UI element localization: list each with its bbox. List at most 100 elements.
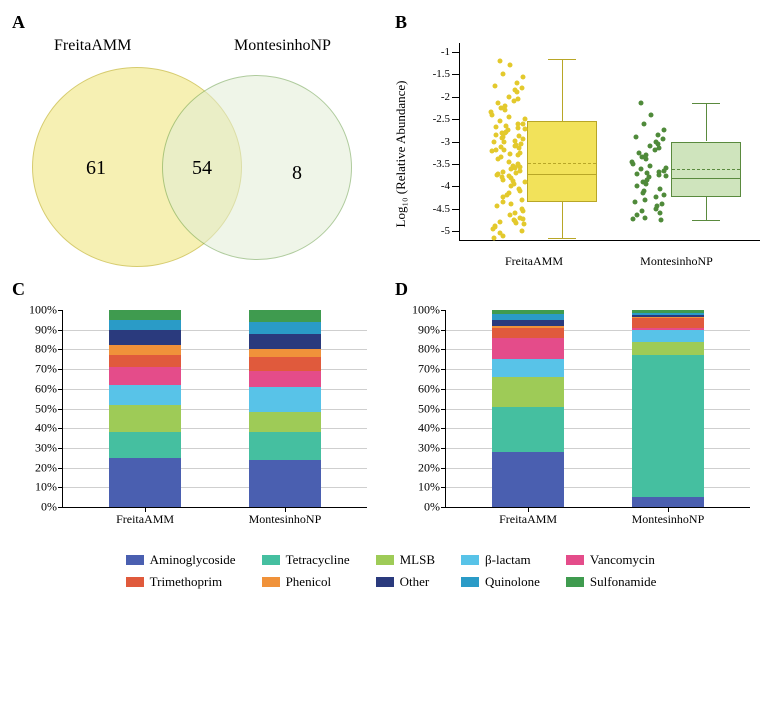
box-xlabel: FreitaAMM <box>505 254 563 269</box>
panel-label-c: C <box>12 279 387 300</box>
strip-dot <box>633 199 638 204</box>
strip-dot <box>501 139 506 144</box>
strip-dot <box>501 169 506 174</box>
bar-segment <box>492 407 564 452</box>
strip-dot <box>508 202 513 207</box>
strip-dot <box>630 161 635 166</box>
bar-segment <box>492 452 564 507</box>
stacked-bar <box>249 310 321 507</box>
bar-segment <box>632 342 704 356</box>
strip-dot <box>658 186 663 191</box>
bar-segment <box>249 349 321 357</box>
venn-right-only: 8 <box>292 162 302 185</box>
bar-segment <box>249 387 321 413</box>
panel-label-d: D <box>395 279 770 300</box>
strip-dot <box>642 215 647 220</box>
strip-dot <box>493 132 498 137</box>
bar-segment <box>632 330 704 342</box>
strip-dot <box>515 152 520 157</box>
strip-dot <box>519 85 524 90</box>
boxplot: Log₁₀ (Relative Abundance) -1-1.5-2-2.5-… <box>405 39 770 269</box>
bar-area-c: 0%10%20%30%40%50%60%70%80%90%100%FreitaA… <box>62 310 367 508</box>
panel-b: B Log₁₀ (Relative Abundance) -1-1.5-2-2.… <box>395 12 770 269</box>
bar-segment <box>109 405 181 433</box>
strip-dot <box>634 171 639 176</box>
strip-dot <box>514 220 519 225</box>
strip-dot <box>640 190 645 195</box>
ytick-label: -4.5 <box>433 203 460 215</box>
strip-dot <box>507 63 512 68</box>
bar-segment <box>492 359 564 377</box>
bar-segment <box>632 317 704 318</box>
bar-segment <box>249 371 321 387</box>
figure: A FreitaAMM MontesinhoNP 61 54 8 B Log₁₀… <box>12 12 770 590</box>
bar-segment <box>109 385 181 405</box>
strip-dot <box>521 121 526 126</box>
legend-swatch <box>461 555 479 565</box>
strip-dot <box>634 135 639 140</box>
strip-dot <box>507 213 512 218</box>
strip-dot <box>501 148 506 153</box>
legend-item: Vancomycin <box>566 552 656 568</box>
legend-item: Tetracycline <box>262 552 350 568</box>
strip-dot <box>640 208 645 213</box>
legend-label: Trimethoprim <box>150 574 222 590</box>
strip-dot <box>520 208 525 213</box>
legend-item: Aminoglycoside <box>126 552 236 568</box>
bar-segment <box>109 310 181 320</box>
bar-segment <box>492 328 564 338</box>
strip-dot <box>489 149 494 154</box>
legend: Aminoglycoside Tetracycline MLSB β-lactam Va… <box>12 552 770 590</box>
legend-label: β-lactam <box>485 552 531 568</box>
strip-dot <box>515 90 520 95</box>
panel-c: C 0%10%20%30%40%50%60%70%80%90%100%Freit… <box>12 279 387 536</box>
strip-dot <box>634 184 639 189</box>
strip-dot <box>492 140 497 145</box>
ytick-label: -3.5 <box>433 158 460 170</box>
legend-swatch <box>126 555 144 565</box>
legend-item: β-lactam <box>461 552 540 568</box>
legend-label: Quinolone <box>485 574 540 590</box>
bar-segment <box>632 318 704 328</box>
strip-dot <box>506 94 511 99</box>
strip-dot <box>647 143 652 148</box>
bar-segment <box>492 320 564 326</box>
legend-label: Tetracycline <box>286 552 350 568</box>
bar-segment <box>632 313 704 315</box>
legend-label: MLSB <box>400 552 435 568</box>
bar-segment <box>109 458 181 507</box>
legend-label: Aminoglycoside <box>150 552 236 568</box>
stacked-bar <box>492 310 564 507</box>
strip-dot <box>493 83 498 88</box>
strip-dot <box>643 157 648 162</box>
venn-left-only: 61 <box>86 157 106 180</box>
bar-segment <box>632 355 704 497</box>
strip-dot <box>497 58 502 63</box>
box-xlabel: MontesinhoNP <box>640 254 713 269</box>
strip-dot <box>656 132 661 137</box>
strip-dot <box>521 74 526 79</box>
strip-dot <box>648 112 653 117</box>
bar-segment <box>109 330 181 346</box>
strip-dot <box>497 119 502 124</box>
bar-segment <box>109 345 181 355</box>
bar-segment <box>492 326 564 328</box>
strip-dot <box>657 173 662 178</box>
venn-left-label: FreitaAMM <box>54 37 131 55</box>
strip-dot <box>662 128 667 133</box>
strip-dot <box>522 222 527 227</box>
strip-dot <box>502 108 507 113</box>
legend-swatch <box>566 555 584 565</box>
ytick-label: -5 <box>441 225 460 237</box>
boxplot-ylabel: Log₁₀ (Relative Abundance) <box>393 81 409 228</box>
box <box>671 142 741 198</box>
strip-dot <box>491 235 496 240</box>
venn-right-circle <box>162 75 352 260</box>
legend-item: Quinolone <box>461 574 540 590</box>
panel-label-b: B <box>395 12 770 33</box>
legend-item: Sulfonamide <box>566 574 656 590</box>
strip-dot <box>516 126 521 131</box>
bar-segment <box>632 315 704 317</box>
bar-segment <box>632 497 704 507</box>
venn-diagram: FreitaAMM MontesinhoNP 61 54 8 <box>12 37 387 267</box>
